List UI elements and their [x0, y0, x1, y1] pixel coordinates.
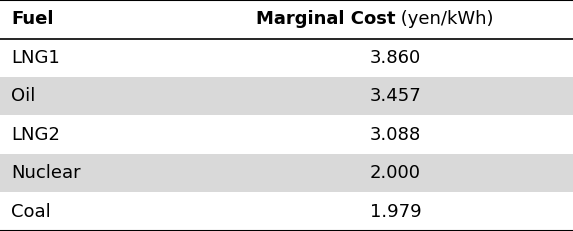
Text: Fuel: Fuel — [11, 10, 54, 28]
Bar — [0, 39, 573, 77]
Text: 3.088: 3.088 — [370, 126, 421, 144]
Text: 1.979: 1.979 — [370, 203, 421, 221]
Text: 3.457: 3.457 — [370, 87, 421, 105]
Text: Oil: Oil — [11, 87, 36, 105]
Text: (yen/kWh): (yen/kWh) — [395, 10, 494, 28]
Text: LNG2: LNG2 — [11, 126, 60, 144]
Text: Coal: Coal — [11, 203, 51, 221]
Bar — [0, 0, 573, 39]
Text: Marginal Cost: Marginal Cost — [256, 10, 395, 28]
Text: Nuclear: Nuclear — [11, 164, 81, 182]
Bar — [0, 77, 573, 116]
Bar — [0, 192, 573, 231]
Text: 2.000: 2.000 — [370, 164, 421, 182]
Bar — [0, 116, 573, 154]
Text: 3.860: 3.860 — [370, 49, 421, 67]
Text: LNG1: LNG1 — [11, 49, 60, 67]
Bar — [0, 154, 573, 192]
